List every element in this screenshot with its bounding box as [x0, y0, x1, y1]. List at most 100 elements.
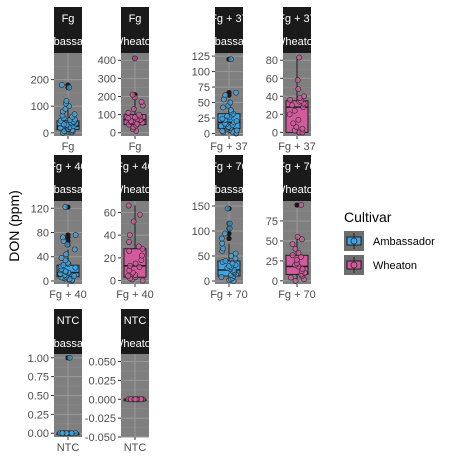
point-ntc-whe-17 — [132, 396, 139, 403]
point-fg37-amb-20 — [224, 113, 230, 120]
point-fg-amb-35 — [58, 82, 65, 88]
point-fg37-whe-9 — [291, 107, 298, 114]
y-tick-label-fg37-amb-4: 100 — [192, 67, 210, 79]
point-fg40-whe-20 — [125, 202, 132, 209]
point-fg70-whe-18 — [294, 234, 301, 240]
point-fg70-whe-13 — [289, 252, 296, 259]
point-fg40-whe-19 — [136, 211, 143, 218]
strip-fg70-whe — [283, 155, 311, 201]
point-fg40-amb-31 — [72, 232, 79, 238]
point-fg-amb-10 — [57, 125, 64, 131]
strip-label-fg-whe-0: Fg — [129, 13, 142, 25]
y-tick-label-fg-whe-0: 0 — [110, 128, 116, 140]
strip-label-fg70-amb-0: Fg + 70 — [210, 161, 248, 173]
legend-key-point-wheaton — [350, 261, 358, 269]
point-fg-amb-34 — [66, 84, 73, 91]
strip-label-fg-amb-1: Ambassador — [37, 36, 99, 48]
y-tick-label-fg-amb-1: 100 — [31, 101, 49, 113]
point-fg70-amb-27 — [222, 230, 228, 237]
strip-label-fg-whe-1: Wheaton — [113, 36, 157, 48]
outlier-fg70-amb-0 — [226, 235, 232, 242]
point-fg40-amb-26 — [63, 251, 70, 258]
point-fg-whe-12 — [125, 115, 132, 122]
point-fg37-whe-7 — [295, 116, 302, 123]
strip-label-ntc-amb-1: Ambassador — [37, 338, 99, 350]
point-fg37-whe-11 — [289, 102, 295, 109]
y-tick-label-fg70-whe-3: 75 — [266, 216, 278, 228]
y-tick-label-fg37-whe-2: 40 — [266, 91, 278, 103]
point-fg70-amb-21 — [228, 253, 235, 259]
y-tick-label-fg37-whe-4: 80 — [266, 55, 278, 67]
point-fg-whe-21 — [129, 91, 136, 98]
point-fg37-amb-29 — [222, 92, 229, 99]
y-tick-label-fg40-whe-0: 0 — [110, 276, 116, 288]
point-fg40-whe-12 — [138, 252, 145, 259]
strip-label-fg40-whe-1: Wheaton — [113, 184, 157, 196]
point-fg-amb-28 — [71, 111, 78, 118]
panel-fg40-whe: Fg + 40 Wheaton 0 20 40 60 Fg + 40 — [104, 155, 157, 301]
y-tick-label-ntc-amb-3: 0.75 — [28, 372, 49, 384]
point-fg70-whe-17 — [299, 236, 305, 243]
y-tick-label-fg40-whe-1: 20 — [104, 253, 116, 265]
y-tick-label-fg37-whe-3: 60 — [266, 73, 278, 85]
legend-entry-ambassador: Ambassador — [344, 231, 435, 251]
strip-fg37-whe — [283, 7, 311, 53]
point-fg70-whe-0 — [292, 277, 299, 284]
point-fg70-amb-25 — [219, 240, 225, 247]
point-fg70-whe-11 — [293, 257, 300, 263]
strip-fg37-amb — [215, 7, 243, 53]
point-fg-whe-15 — [135, 111, 142, 118]
point-fg70-amb-28 — [226, 225, 233, 232]
point-fg70-amb-30 — [224, 205, 231, 212]
point-fg40-whe-16 — [126, 239, 132, 245]
y-tick-label-ntc-whe-3: 0.025 — [88, 375, 116, 387]
y-tick-label-fg37-amb-1: 25 — [198, 113, 210, 125]
point-ntc-amb-16 — [59, 430, 66, 437]
panel-ntc-whe: NTC Wheaton -0.050 -0.025 0.000 0.025 0.050 NTC — [85, 309, 157, 454]
point-fg70-amb-22 — [232, 250, 239, 257]
point-fg40-whe-18 — [130, 218, 137, 225]
point-fg40-amb-19 — [72, 264, 79, 271]
point-fg37-amb-4 — [219, 128, 226, 134]
y-tick-label-fg37-whe-1: 20 — [266, 109, 278, 121]
strip-label-fg-amb-0: Fg — [62, 13, 75, 25]
strip-label-fg70-whe-1: Wheaton — [275, 184, 319, 196]
strip-label-ntc-whe-0: NTC — [124, 315, 147, 327]
strip-label-fg70-whe-0: Fg + 70 — [278, 161, 316, 173]
x-tick-label-fg37-whe: Fg + 37 — [278, 141, 316, 153]
y-tick-label-ntc-whe-1: -0.025 — [85, 413, 116, 425]
panels-layer: FgAmbassador0100200FgFgWheaton0100200300… — [28, 7, 319, 454]
y-tick-label-fg70-amb-0: 0 — [204, 276, 210, 288]
panel-fg37-whe: Fg + 37 Wheaton 0 20 40 60 80 Fg + 37 — [266, 7, 319, 153]
y-tick-label-fg70-amb-2: 100 — [192, 226, 210, 238]
x-tick-label-fg37-amb: Fg + 37 — [210, 141, 248, 153]
point-fg70-amb-24 — [220, 245, 226, 252]
point-fg40-amb-28 — [64, 241, 71, 248]
point-fg-whe-19 — [138, 99, 145, 105]
x-tick-label-fg70-amb: Fg + 70 — [210, 289, 248, 301]
legend-label-wheaton: Wheaton — [373, 260, 417, 272]
point-fg37-amb-16 — [233, 118, 240, 125]
point-fg37-whe-19 — [294, 77, 301, 83]
point-fg40-whe-13 — [126, 248, 133, 254]
point-fg70-amb-29 — [226, 220, 233, 227]
point-fg-whe-17 — [131, 106, 137, 113]
panel-fg70-amb: Fg + 70 Ambassador 0 50 100 150 Fg + 70 — [192, 155, 260, 301]
point-fg37-whe-4 — [299, 125, 306, 132]
strip-label-ntc-amb-0: NTC — [57, 315, 80, 327]
legend: Cultivar Ambassador Wheaton — [344, 209, 435, 275]
point-fg37-amb-30 — [233, 89, 239, 96]
y-tick-label-fg70-whe-0: 0 — [272, 276, 278, 288]
panel-fg70-whe: Fg + 70 Wheaton 0 25 50 75 Fg + 70 — [266, 155, 319, 301]
y-tick-label-fg37-amb-5: 125 — [192, 51, 210, 63]
strip-label-fg37-whe-0: Fg + 37 — [278, 13, 316, 25]
y-tick-label-ntc-amb-1: 0.25 — [28, 409, 49, 421]
point-fg37-amb-5 — [233, 127, 240, 134]
strip-label-ntc-whe-1: Wheaton — [113, 338, 157, 350]
y-tick-label-fg40-amb-3: 120 — [31, 203, 49, 215]
panel-fg-whe: Fg Wheaton 0 100 200 300 400 Fg — [98, 7, 157, 153]
y-tick-label-fg-whe-4: 400 — [98, 55, 116, 67]
point-fg37-whe-18 — [295, 86, 302, 92]
y-tick-label-fg37-amb-0: 0 — [204, 129, 210, 141]
